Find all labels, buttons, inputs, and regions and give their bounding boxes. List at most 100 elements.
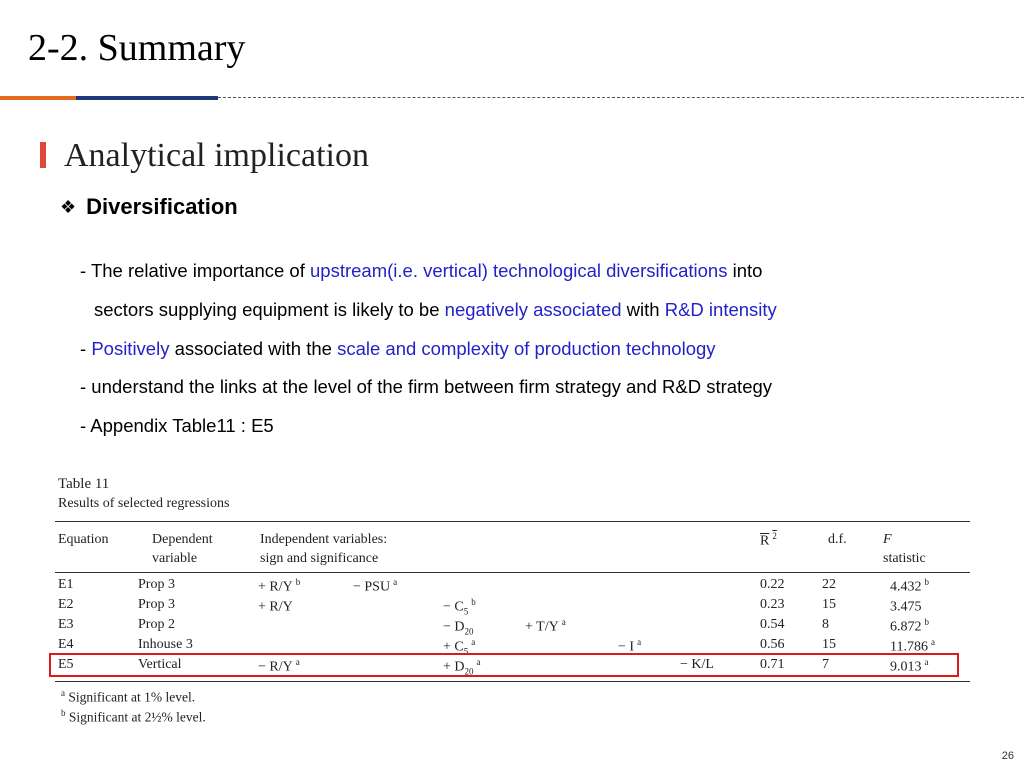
body-line-2: sectors supplying equipment is likely to… <box>94 298 777 322</box>
header-f-line2: statistic <box>883 551 926 566</box>
cell-equation-text: E1 <box>58 577 74 592</box>
page-number: 26 <box>1001 750 1014 762</box>
cell-ind-c-text: − C <box>443 599 464 615</box>
cell-ind-b <box>353 597 356 616</box>
cell-ind-e <box>618 577 621 596</box>
header-independent-line1: Independent variables: <box>260 532 388 547</box>
cell-f-statistic: 9.013 a <box>890 657 929 676</box>
cell-ind-c-subscript: 20 <box>464 666 474 677</box>
cell-ind-c: − C5b <box>443 597 476 616</box>
cell-r-squared-text: 0.23 <box>760 597 785 612</box>
diamond-bullet-icon: ❖ <box>60 197 77 217</box>
cell-equation: E5 <box>58 657 74 673</box>
cell-dependent-text: Prop 3 <box>138 597 175 612</box>
cell-ind-a-text: + R/Y <box>258 579 293 595</box>
cell-ind-a-text: + R/Y <box>258 599 293 615</box>
text-span: sectors supplying equipment is likely to… <box>94 299 445 320</box>
text-span: - The relative importance of <box>80 260 310 281</box>
cell-f-statistic: 4.432 b <box>890 577 929 596</box>
cell-f-statistic-text: 3.475 <box>890 599 922 615</box>
cell-df: 22 <box>822 577 836 593</box>
highlighted-text: negatively associated <box>444 299 622 320</box>
cell-ind-b-text: − PSU <box>353 579 391 595</box>
cell-equation: E4 <box>58 637 74 653</box>
table-subtitle: Results of selected regressions <box>58 496 230 511</box>
cell-ind-a: − R/Y a <box>258 657 300 676</box>
cell-r-squared: 0.22 <box>760 577 785 593</box>
cell-ind-b <box>353 617 356 636</box>
cell-equation: E3 <box>58 617 74 633</box>
cell-ind-a: + R/Y b <box>258 577 300 596</box>
body-line-3: - Positively associated with the scale a… <box>80 337 716 361</box>
cell-equation-text: E4 <box>58 637 74 652</box>
bullet-label: Diversification <box>86 194 238 219</box>
e5-highlight-box <box>49 653 959 677</box>
highlighted-text: scale and complexity of production techn… <box>337 338 716 359</box>
cell-dependent: Inhouse 3 <box>138 637 193 653</box>
cell-dependent-text: Prop 2 <box>138 617 175 632</box>
cell-df: 8 <box>822 617 829 633</box>
highlighted-text: Positively <box>91 338 170 359</box>
header-independent-line2: sign and significance <box>260 551 379 566</box>
cell-dependent-text: Prop 3 <box>138 577 175 592</box>
highlighted-text: upstream(i.e. vertical) technological di… <box>310 260 728 281</box>
cell-dependent-text: Inhouse 3 <box>138 637 193 652</box>
header-dependent-line1: Dependent <box>152 532 213 547</box>
cell-ind-f: − K/L <box>680 657 714 673</box>
cell-ind-e-significance-mark: a <box>637 637 642 647</box>
title-divider <box>0 96 1024 102</box>
table-bottom-rule <box>55 681 970 682</box>
cell-dependent-text: Vertical <box>138 657 182 672</box>
cell-r-squared: 0.23 <box>760 597 785 613</box>
text-span: with <box>621 299 665 320</box>
cell-ind-c-subscript: 5 <box>463 606 469 617</box>
footnote-mark: b <box>61 708 66 718</box>
cell-f-statistic-significance-mark: b <box>924 577 930 587</box>
body-line-1: - The relative importance of upstream(i.… <box>80 259 762 283</box>
title-divider-orange-segment <box>0 96 76 100</box>
cell-r-squared-text: 0.56 <box>760 637 785 652</box>
highlighted-text: R&D intensity <box>664 299 777 320</box>
cell-f-statistic-significance-mark: a <box>930 637 935 647</box>
table-header-rule <box>55 572 970 573</box>
cell-ind-c-text: + D <box>443 659 465 675</box>
regression-table-figure: Table 11 Results of selected regressions… <box>49 474 970 730</box>
footnote-b: b Significant at 2½% level. <box>58 708 206 726</box>
cell-df-text: 15 <box>822 637 836 652</box>
title-divider-dotted-line <box>218 97 1024 98</box>
cell-ind-d-significance-mark: a <box>561 617 566 627</box>
cell-r-squared-text: 0.71 <box>760 657 785 672</box>
header-r-squared-symbol: R <box>760 533 770 549</box>
cell-ind-a: + R/Y <box>258 597 296 616</box>
header-r-squared-exponent: 2 <box>772 531 777 541</box>
cell-r-squared-text: 0.22 <box>760 577 785 592</box>
header-df: d.f. <box>828 532 847 547</box>
cell-r-squared-text: 0.54 <box>760 617 785 632</box>
cell-ind-c-subscript: 20 <box>464 626 474 637</box>
cell-ind-a-significance-mark: a <box>295 657 300 667</box>
cell-r-squared: 0.54 <box>760 617 785 633</box>
slide-title: 2-2. Summary <box>28 27 246 69</box>
cell-f-statistic: 3.475 <box>890 597 925 616</box>
cell-f-statistic-significance-mark: b <box>924 617 930 627</box>
header-dependent-line2: variable <box>152 551 198 566</box>
cell-df: 7 <box>822 657 829 673</box>
cell-f-statistic-text: 11.786 <box>890 639 928 655</box>
cell-r-squared: 0.56 <box>760 637 785 653</box>
text-span: into <box>727 260 763 281</box>
footnote-text: Significant at 2½% level. <box>68 709 206 725</box>
table-title: Table 11 <box>58 476 110 492</box>
cell-df: 15 <box>822 597 836 613</box>
cell-equation-text: E2 <box>58 597 74 612</box>
footnote-text: Significant at 1% level. <box>68 689 196 705</box>
cell-ind-c: + C5a <box>443 637 475 656</box>
cell-ind-a-significance-mark: b <box>295 577 301 587</box>
table-top-rule <box>55 521 970 522</box>
cell-f-statistic-text: 9.013 <box>890 659 922 675</box>
cell-ind-e <box>618 617 621 636</box>
cell-r-squared: 0.71 <box>760 657 785 673</box>
cell-ind-d-text: + T/Y <box>525 619 559 635</box>
section-marker-bar <box>40 142 46 168</box>
title-divider-navy-segment <box>76 96 218 100</box>
